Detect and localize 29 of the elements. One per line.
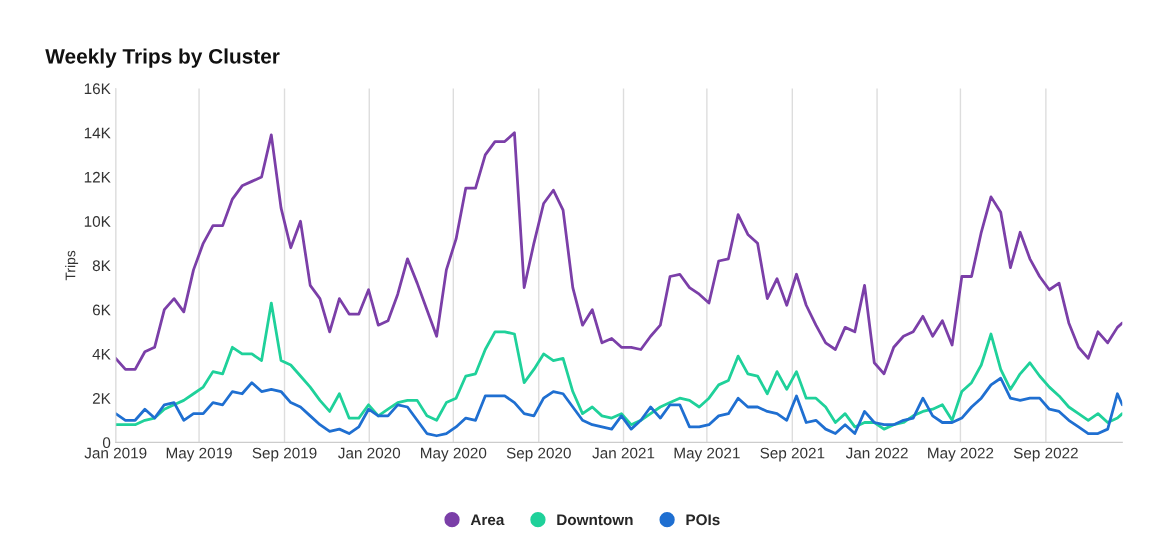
y-tick-label: 8K <box>92 260 111 272</box>
y-tick-label: 6K <box>92 304 111 316</box>
x-tick-label: May 2021 <box>674 447 740 462</box>
y-tick-label: 12K <box>84 171 111 183</box>
y-tick-label: 10K <box>84 216 111 227</box>
x-tick-label: Jan 2020 <box>338 447 401 459</box>
x-tick-label: Sep 2021 <box>760 447 825 462</box>
y-tick-label: 2K <box>92 393 111 404</box>
x-tick-label: Jan 2021 <box>592 447 655 459</box>
legend-label: POIs <box>686 514 720 526</box>
x-tick-label: May 2019 <box>166 447 232 462</box>
legend-label: Area <box>470 514 505 526</box>
y-tick-label: 0 <box>102 437 111 449</box>
x-tick-label: Jan 2022 <box>845 447 908 459</box>
line-series <box>115 131 1123 376</box>
y-axis-title: Trips <box>65 250 79 281</box>
x-tick-label: May 2020 <box>421 447 487 462</box>
line-series <box>115 376 1123 438</box>
x-tick-label: Sep 2022 <box>1013 447 1078 462</box>
y-tick-label: 16K <box>84 83 111 95</box>
x-tick-label: Sep 2020 <box>506 447 571 462</box>
x-tick-label: Jan 2019 <box>84 447 147 459</box>
x-tick-label: May 2022 <box>928 447 994 462</box>
y-tick-label: 14K <box>84 127 111 139</box>
line-series <box>115 301 1123 431</box>
x-tick-label: Sep 2019 <box>252 447 317 462</box>
legend-label: Downtown <box>557 514 633 526</box>
y-tick-label: 4K <box>92 348 111 360</box>
chart-title: Weekly Trips by Cluster <box>45 48 280 68</box>
